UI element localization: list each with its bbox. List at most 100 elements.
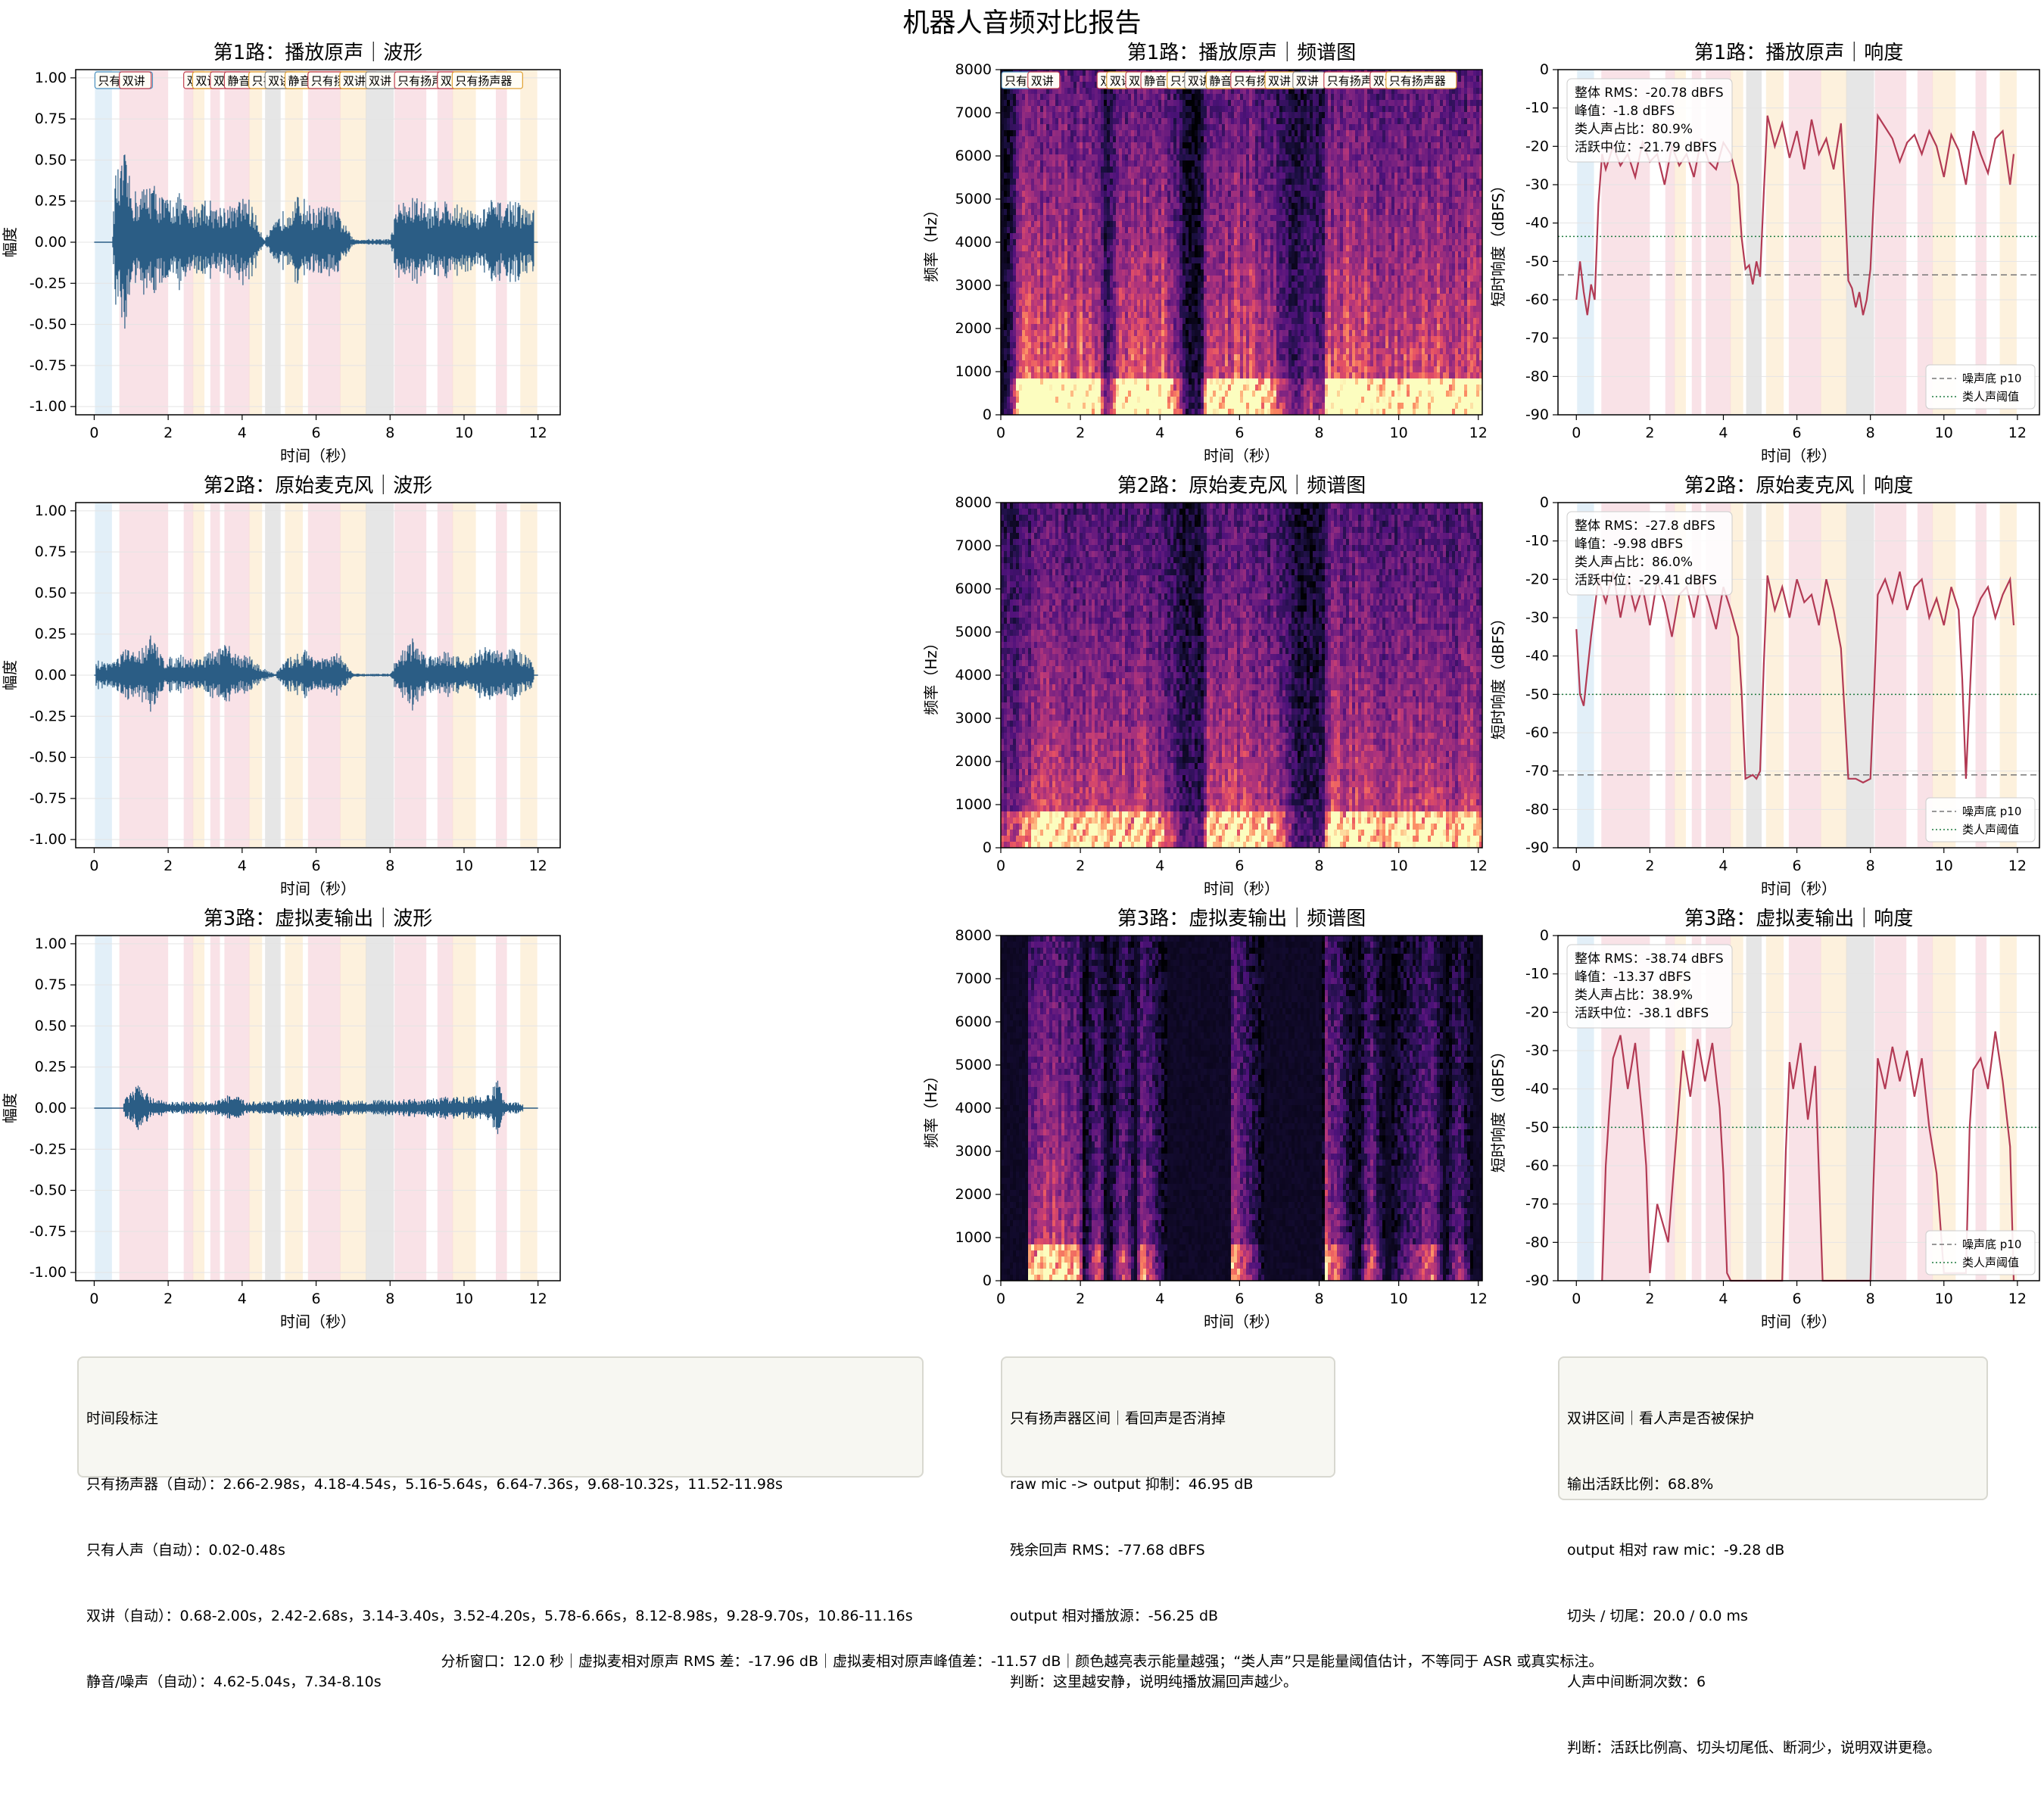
spectrogram-1-cell [1195,209,1198,216]
spectrogram-1-cell [1013,391,1017,397]
spectrogram-1-cell [1137,257,1141,264]
waveform-1-xtick-label: 4 [238,425,247,441]
spectrogram-1-cell [1131,348,1135,355]
spectrogram-1-cell [1043,276,1047,282]
spectrogram-1-cell [1083,70,1086,76]
spectrogram-1-cell [1158,294,1162,300]
spectrogram-1-cell [1128,294,1132,300]
spectrogram-1-cell [1164,197,1168,204]
spectrogram-1-cell [1052,409,1056,416]
spectrogram-1-cell [1204,354,1207,361]
spectrogram-1-cell [1004,118,1008,125]
spectrogram-1-cell [1240,197,1244,204]
spectrogram-1-cell [1158,391,1162,397]
spectrogram-1-cell [1231,233,1235,240]
spectrogram-1-cell [1176,197,1180,204]
spectrogram-1-cell [1140,148,1144,155]
spectrogram-1-cell [1137,294,1141,300]
spectrogram-1-cell [1222,227,1226,234]
spectrogram-1-cell [1025,239,1029,246]
spectrogram-1-cell [1064,300,1068,307]
spectrogram-1-cell [1231,342,1235,349]
spectrogram-1-cell [1086,251,1089,258]
spectrogram-1-cell [1086,233,1089,240]
spectrogram-1-cell [1113,409,1117,416]
spectrogram-1-cell [1161,391,1165,397]
spectrogram-1-cell [1137,300,1141,307]
spectrogram-1-cell [1146,233,1150,240]
spectrogram-1-cell [1052,106,1056,113]
spectrogram-1-cell [1061,409,1065,416]
spectrogram-1-cell [1037,245,1041,252]
spectrogram-1-cell [1064,276,1068,282]
spectrogram-1-cell [1107,233,1111,240]
spectrogram-1-cell [1107,294,1111,300]
spectrogram-1-cell [1007,288,1011,294]
spectrogram-1-cell [1140,391,1144,397]
spectrogram-1-cell [1083,142,1086,149]
waveform-1-segment-tag: 双讲 [369,74,391,88]
spectrogram-1-cell [1155,227,1159,234]
spectrogram-1-cell [1152,372,1156,379]
spectrogram-1-cell [1073,76,1077,83]
spectrogram-1-cell [1104,148,1108,155]
spectrogram-1-cell [1134,215,1138,222]
spectrogram-1-cell [1125,142,1129,149]
spectrogram-1-cell [1061,124,1065,131]
spectrogram-1-cell [1073,203,1077,210]
spectrogram-1-cell [1192,197,1195,204]
spectrogram-1-cell [1143,397,1147,403]
spectrogram-1-cell [1073,233,1077,240]
waveform-3-ytick-label: -0.50 [30,1182,67,1199]
spectrogram-1-cell [1186,324,1189,331]
spectrogram-1-cell [1070,342,1074,349]
spectrogram-1-cell [1179,154,1183,161]
spectrogram-1-cell [1092,324,1095,331]
spectrogram-1-cell [1164,360,1168,367]
spectrogram-1-cell [1049,348,1053,355]
spectrogram-1-cell [1149,179,1153,185]
spectrogram-1-cell [1110,215,1114,222]
spectrogram-1-cell [1080,397,1083,403]
spectrogram-1-cell [1210,391,1214,397]
spectrogram-1-cell [1225,215,1229,222]
spectrogram-1-cell [1131,342,1135,349]
spectrogram-1-cell [1201,130,1204,137]
spectrogram-1-cell [1055,336,1059,343]
spectrogram-1-cell [1243,306,1247,313]
spectrogram-1-cell [1022,378,1026,385]
spectrogram-1-cell [1037,378,1041,385]
spectrogram-1-cell [1107,160,1111,167]
spectrogram-1-cell [1131,263,1135,270]
spectrogram-1-cell [1010,342,1014,349]
spectrogram-1-cell [1022,227,1026,234]
spectrogram-1-cell [1122,118,1126,125]
spectrogram-1-cell [1237,294,1241,300]
spectrogram-1-cell [1179,342,1183,349]
spectrogram-1-cell [1231,360,1235,367]
spectrogram-1-cell [1113,130,1117,137]
spectrogram-1-cell [1219,136,1223,143]
spectrogram-1-cell [1201,403,1204,409]
spectrogram-1-cell [1213,288,1217,294]
spectrogram-1-cell [1198,354,1201,361]
spectrogram-1-cell [1037,179,1041,185]
spectrogram-1-cell [1161,142,1165,149]
spectrogram-1-cell [1070,257,1074,264]
spectrogram-1-cell [1034,330,1038,337]
spectrogram-1-cell [1007,203,1011,210]
spectrogram-1-cell [1101,312,1105,319]
spectrogram-1-cell [1122,245,1126,252]
spectrogram-1-cell [1077,106,1080,113]
spectrogram-1-cell [1237,342,1241,349]
spectrogram-1-cell [1240,257,1244,264]
spectrogram-1-cell [1073,173,1077,179]
spectrogram-1-cell [1092,245,1095,252]
spectrogram-1-cell [1189,263,1192,270]
spectrogram-1-cell [1010,179,1014,185]
spectrogram-1-cell [1149,160,1153,167]
spectrogram-1-cell [1083,167,1086,173]
spectrogram-1-cell [1195,336,1198,343]
spectrogram-1-cell [1143,203,1147,210]
spectrogram-1-cell [1216,118,1220,125]
